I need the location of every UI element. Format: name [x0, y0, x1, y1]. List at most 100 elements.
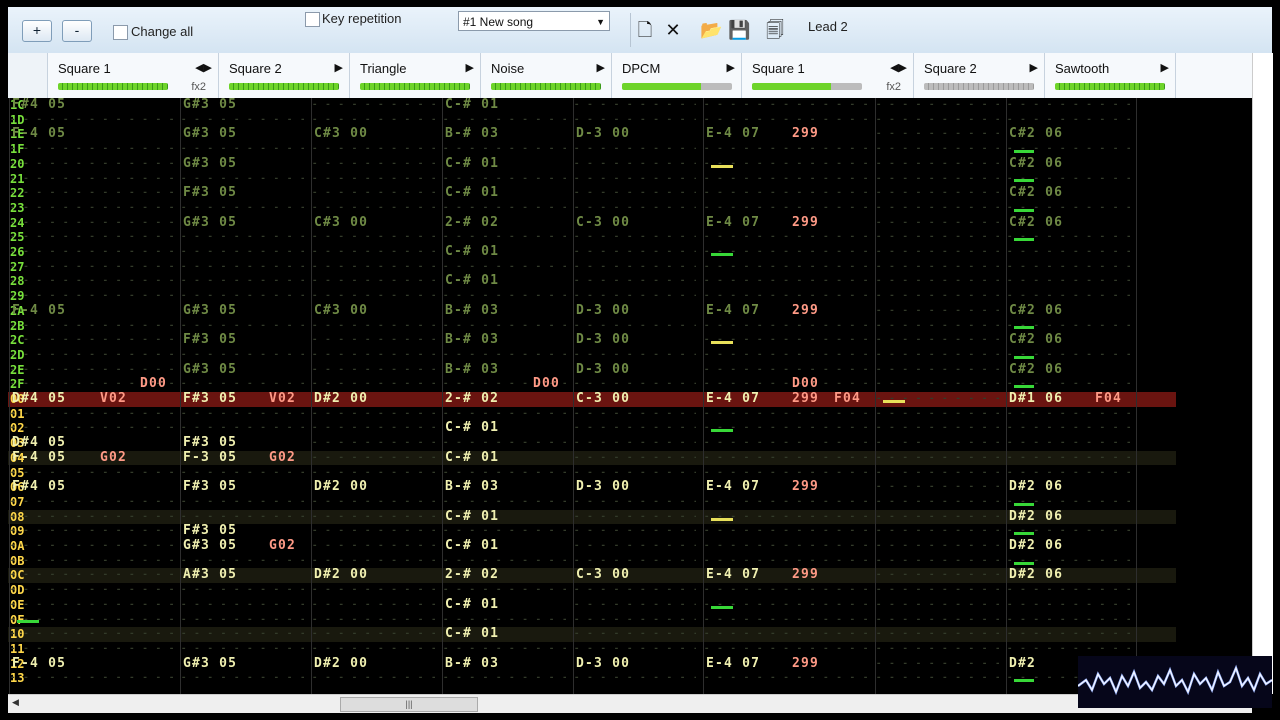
note-cell[interactable]: G#3 05 [183, 98, 238, 112]
note-cell[interactable]: F#3 05 [183, 479, 238, 495]
change-all-checkbox[interactable] [113, 25, 128, 40]
channel-header-2[interactable]: Triangle ▶ [350, 53, 481, 98]
note-cell[interactable]: D#2 00 [314, 655, 369, 671]
note-cell[interactable]: C-# 01 [445, 98, 500, 112]
pattern-row[interactable]: 10- - - - - - - - - - - - - - - - - - - … [8, 626, 1176, 642]
pattern-row[interactable]: 2E- - - - - - - - - - - - - - - - - - - … [8, 361, 1176, 378]
note-cell[interactable]: F-4 05 [12, 655, 67, 671]
channel-header-1[interactable]: Square 2 ▶ [219, 53, 350, 98]
effect-cell[interactable]: 299 [792, 479, 820, 495]
pattern-row[interactable]: 2A F-4 05 G#3 05 C#3 00 B-# 03 D-3 00 E-4 07 29… [8, 302, 1176, 319]
note-cell[interactable]: G#3 05 [183, 302, 238, 318]
note-cell[interactable]: C-# 01 [445, 185, 500, 201]
effect-cell[interactable]: D00 [792, 376, 820, 392]
note-cell[interactable]: E-4 07 [706, 302, 761, 318]
channel-header-7[interactable]: Sawtooth ▶ [1045, 53, 1176, 98]
note-cell[interactable]: C#2 06 [1009, 302, 1064, 318]
note-cell[interactable]: D#2 06 [1009, 479, 1064, 495]
note-cell[interactable]: D-3 00 [576, 655, 631, 671]
vertical-scrollbar[interactable] [1252, 53, 1273, 694]
note-cell[interactable]: C-3 00 [576, 567, 631, 583]
pattern-row[interactable]: 27- - - - - - - - - - - - - - - - - - - … [8, 260, 1176, 275]
pattern-row[interactable]: 2B - - - - - - - - - - - - - - - - - - - … [8, 319, 1176, 334]
channel-header-3[interactable]: Noise ▶ [481, 53, 612, 98]
effect-cell[interactable]: G02 [269, 449, 297, 465]
channel-arrow-icon[interactable]: ▶ [465, 62, 474, 74]
note-cell[interactable]: D#2 06 [1009, 508, 1064, 524]
note-cell[interactable]: 2-# 02 [445, 391, 500, 406]
note-cell[interactable]: E-4 07 [706, 214, 761, 230]
effect-cell[interactable]: 299 [792, 126, 820, 142]
effect-cell[interactable]: G02 [269, 538, 297, 553]
effect-cell[interactable]: 299 [792, 302, 820, 318]
channel-arrow-icon[interactable]: ◀▶ [195, 62, 212, 74]
note-cell[interactable]: B-# 03 [445, 479, 500, 495]
pattern-row[interactable]: 06 F#4 05 F#3 05 D#2 00 B-# 03 D-3 00 E-4 07 29… [8, 479, 1176, 495]
note-cell[interactable]: C#3 00 [314, 126, 369, 142]
note-cell[interactable]: C#2 06 [1009, 126, 1064, 142]
pattern-editor[interactable]: 1CF#4 05G#3 05- - - - - - - - - - - - - … [8, 98, 1176, 694]
horizontal-scroll-thumb[interactable]: ||| [340, 697, 478, 712]
note-cell[interactable]: D-3 00 [576, 302, 631, 318]
note-cell[interactable]: C-# 01 [445, 596, 500, 612]
pattern-row[interactable]: 05- - - - - - - - - - - - - - - - - - - … [8, 466, 1176, 481]
pattern-row[interactable]: 0A- - - - - - - - - - - - - - - - - - - … [8, 538, 1176, 554]
note-cell[interactable]: G#3 05 [183, 214, 238, 230]
note-cell[interactable]: F#3 05 [183, 332, 238, 348]
channel-arrow-icon[interactable]: ▶ [726, 62, 735, 74]
note-cell[interactable]: 2-# 02 [445, 214, 500, 230]
note-cell[interactable]: G#3 05 [183, 538, 238, 553]
note-cell[interactable]: E-4 07 [706, 567, 761, 583]
pattern-row[interactable]: 13- - - - - - - - - - - - - - - - - - - … [8, 671, 1176, 686]
note-cell[interactable]: C-# 01 [445, 155, 500, 171]
note-cell[interactable]: C-# 01 [445, 244, 500, 259]
note-cell[interactable]: F#4 05 [12, 98, 67, 112]
channel-header-4[interactable]: DPCM ▶ [612, 53, 742, 98]
effect-cell[interactable]: 299 [792, 567, 820, 583]
key-repetition-checkbox[interactable] [305, 12, 320, 27]
song-select[interactable]: #1 New song ▼ [458, 11, 610, 31]
pattern-row[interactable]: 1D - - - - - - - - - - - - - - - - - - - … [8, 113, 1176, 128]
note-cell[interactable]: D-3 00 [576, 479, 631, 495]
note-cell[interactable]: F#3 05 [183, 435, 238, 451]
effect-cell[interactable]: 299 [792, 655, 820, 671]
note-cell[interactable]: G#3 05 [183, 361, 238, 377]
pattern-row[interactable]: 21- - - - - - - - - - - - - - - - - - - … [8, 172, 1176, 187]
channel-arrow-icon[interactable]: ▶ [334, 62, 343, 74]
note-cell[interactable]: C#3 00 [314, 214, 369, 230]
channel-arrow-icon[interactable]: ▶ [596, 62, 605, 74]
note-cell[interactable]: C-# 01 [445, 508, 500, 524]
note-cell[interactable]: F-4 05 [12, 449, 67, 465]
note-cell[interactable]: C-3 00 [576, 214, 631, 230]
note-cell[interactable]: C#2 06 [1009, 361, 1064, 377]
remove-channel-button[interactable]: - [62, 20, 92, 42]
note-cell[interactable]: D-3 00 [576, 332, 631, 348]
note-cell[interactable]: C#2 06 [1009, 155, 1064, 171]
note-cell[interactable]: D#4 05 [12, 391, 67, 406]
pattern-row[interactable]: 12 F-4 05 G#3 05 D#2 00 B-# 03 D-3 00 E-4 07 29… [8, 655, 1176, 672]
save-icon[interactable]: 💾 [728, 20, 751, 40]
effect-cell[interactable]: 299 [792, 391, 820, 406]
note-cell[interactable]: F-3 05 [183, 449, 238, 465]
note-cell[interactable]: C#3 00 [314, 302, 369, 318]
effect-cell[interactable]: F04 [1095, 391, 1123, 406]
pattern-row[interactable]: 08- - - - - - - - - - - - - - - - - - - … [8, 508, 1176, 525]
note-cell[interactable]: F#3 05 [183, 523, 238, 539]
note-cell[interactable]: C-# 01 [445, 449, 500, 465]
instrument-settings-icon[interactable]: 🗐 [766, 20, 784, 40]
note-cell[interactable]: D#2 00 [314, 567, 369, 583]
scroll-left-icon[interactable]: ◀ [12, 697, 19, 707]
note-cell[interactable]: B-# 03 [445, 302, 500, 318]
effect-cell[interactable]: 299 [792, 214, 820, 230]
note-cell[interactable]: E-4 07 [706, 655, 761, 671]
pattern-row[interactable]: 2D - - - - - - - - - - - - - - - - - - - … [8, 348, 1176, 363]
new-instrument-icon[interactable]: 🗋 [637, 20, 653, 40]
note-cell[interactable]: A#3 05 [183, 567, 238, 583]
note-cell[interactable]: D#2 06 [1009, 538, 1064, 553]
open-folder-icon[interactable]: 📂 [700, 20, 723, 40]
note-cell[interactable]: C#2 06 [1009, 214, 1064, 230]
note-cell[interactable]: B-# 03 [445, 126, 500, 142]
effect-cell[interactable]: V02 [100, 391, 128, 406]
pattern-row[interactable]: 09- - - - - - - - - - - - - - - - - - - … [8, 524, 1176, 539]
channel-arrow-icon[interactable]: ▶ [1160, 62, 1169, 74]
